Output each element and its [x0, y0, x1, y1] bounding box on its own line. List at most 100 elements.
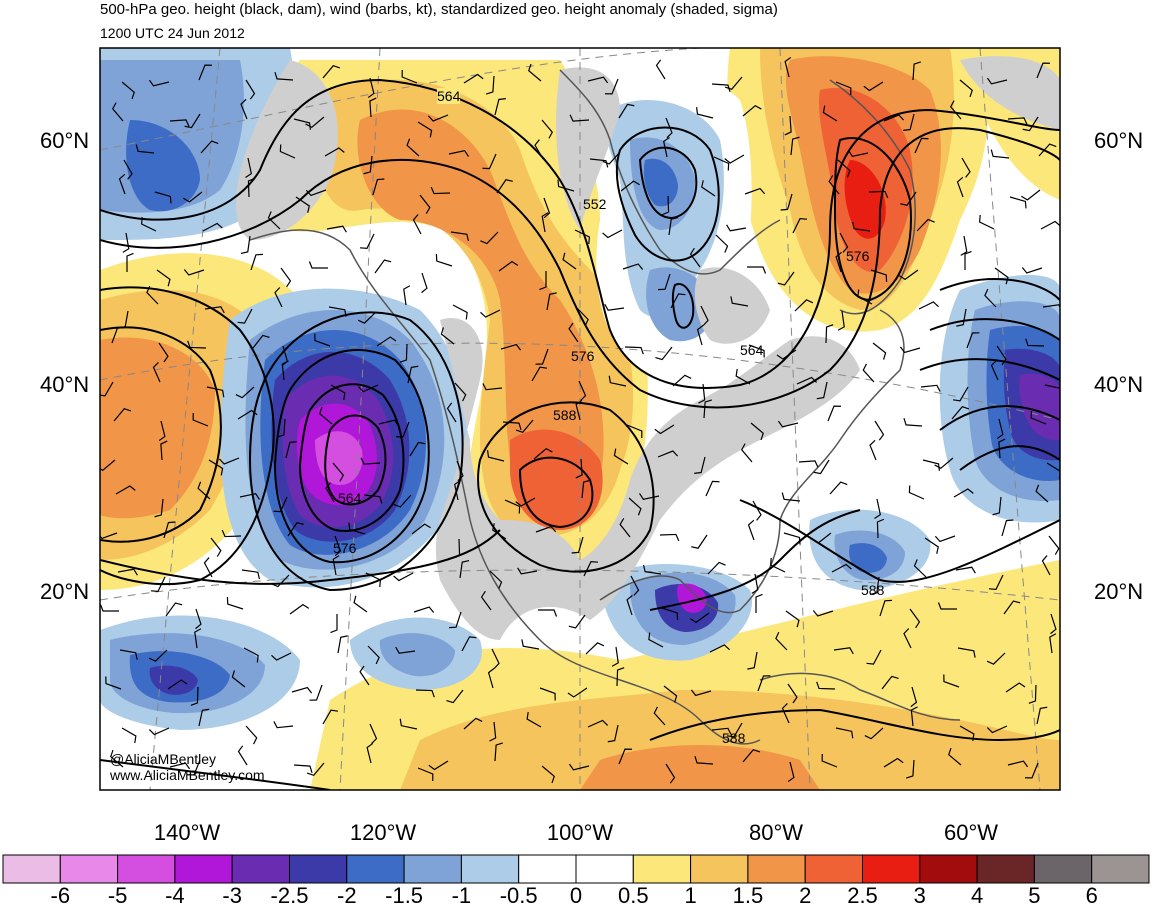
wind-barb — [158, 420, 166, 442]
wind-barb — [293, 764, 313, 773]
wind-barb — [100, 459, 116, 472]
wind-barb — [324, 147, 345, 157]
wind-barb — [903, 113, 915, 132]
wind-barb — [568, 614, 586, 629]
wind-barb — [934, 457, 954, 470]
lon-label-100w: 100°W — [546, 820, 614, 845]
wind-barb — [546, 292, 557, 311]
wind-barb — [502, 421, 522, 430]
wind-barb — [314, 333, 331, 347]
wind-barb — [916, 218, 935, 232]
valid-time: 1200 UTC 24 Jun 2012 — [100, 25, 245, 41]
wind-barb — [1007, 117, 1028, 125]
wind-barb — [309, 684, 323, 701]
colorbar-swatch — [2, 854, 61, 884]
graticule — [100, 48, 1060, 790]
wind-barb — [986, 725, 1008, 734]
wind-barb — [1048, 535, 1060, 555]
colorbar-swatch — [59, 854, 119, 884]
wind-barb — [285, 440, 297, 459]
colorbar-label: 0.5 — [618, 883, 649, 908]
wind-barb — [740, 443, 753, 463]
wind-barb — [787, 683, 798, 704]
wind-barb — [694, 756, 714, 765]
lat-label-40n-left: 40°N — [40, 372, 90, 397]
contour-label: 576 — [333, 540, 357, 556]
wind-barb — [369, 97, 377, 118]
wind-barb — [411, 523, 431, 535]
wind-barb — [988, 574, 1004, 591]
wind-barb — [752, 500, 762, 521]
wind-barb — [585, 642, 605, 655]
wind-barb — [735, 368, 751, 385]
contour-label: 576 — [846, 248, 870, 264]
wind-barb — [626, 424, 643, 439]
wind-barb — [281, 360, 289, 381]
wind-barb — [293, 118, 312, 130]
wind-barb — [1025, 338, 1045, 347]
wind-barb — [960, 235, 968, 256]
wind-barb — [192, 412, 209, 427]
wind-barb — [245, 725, 258, 745]
lon-label-80w: 80°W — [748, 820, 804, 845]
wind-barb — [751, 573, 759, 594]
colorbar-label: 1 — [684, 883, 697, 908]
wind-barb — [866, 649, 882, 665]
wind-barb — [461, 636, 477, 652]
wind-barb — [156, 269, 171, 287]
wind-barb — [742, 104, 762, 117]
wind-barb — [113, 408, 132, 422]
wind-barb — [837, 310, 845, 331]
colorbar-label: -5 — [107, 883, 128, 908]
wind-barb — [1049, 633, 1057, 654]
wind-barb — [160, 440, 168, 461]
wind-barb — [986, 652, 1006, 665]
wind-barb — [198, 708, 210, 727]
wind-barb — [575, 399, 583, 421]
wind-barb — [698, 383, 706, 404]
wind-barb — [167, 679, 188, 690]
wind-barb — [848, 150, 869, 157]
wind-barb — [206, 386, 225, 398]
wind-barb — [417, 767, 434, 782]
colorbar-swatch — [575, 854, 634, 884]
colorbar-swatch — [632, 854, 692, 884]
wind-barb — [870, 269, 888, 282]
wind-barb — [583, 560, 599, 577]
wind-barb — [395, 646, 416, 654]
colorbar-label: -2.5 — [270, 883, 309, 908]
wind-barb — [701, 180, 716, 197]
wind-barb — [581, 479, 591, 499]
wind-barb — [274, 287, 283, 308]
wind-barb — [689, 247, 701, 268]
wind-barb — [913, 559, 927, 578]
wind-barb — [742, 749, 761, 763]
wind-barb — [148, 79, 170, 87]
wind-barb — [221, 529, 242, 538]
wind-barb — [480, 231, 499, 245]
wind-barb — [119, 649, 138, 660]
wind-barb — [250, 253, 263, 271]
wind-barb — [401, 69, 418, 84]
wind-barb — [200, 140, 219, 154]
wind-barb — [879, 599, 892, 617]
wind-barb — [839, 232, 849, 253]
wind-barb — [1028, 684, 1037, 704]
wind-barb — [833, 647, 854, 655]
wind-barb — [571, 536, 584, 554]
wind-barb — [755, 593, 763, 613]
wind-barb — [943, 674, 960, 688]
wind-barb — [713, 156, 730, 171]
wind-barb — [517, 567, 538, 575]
wind-barb — [661, 607, 679, 620]
wind-barb — [665, 763, 676, 784]
wind-barb — [487, 667, 495, 689]
wind-barb — [922, 459, 941, 471]
wind-barb — [366, 742, 374, 764]
wind-barb — [237, 308, 253, 324]
wind-barb — [707, 561, 726, 575]
wind-barb — [589, 158, 609, 168]
wind-barb — [337, 635, 348, 654]
wind-barb — [1044, 384, 1060, 389]
wind-barb — [367, 77, 375, 99]
